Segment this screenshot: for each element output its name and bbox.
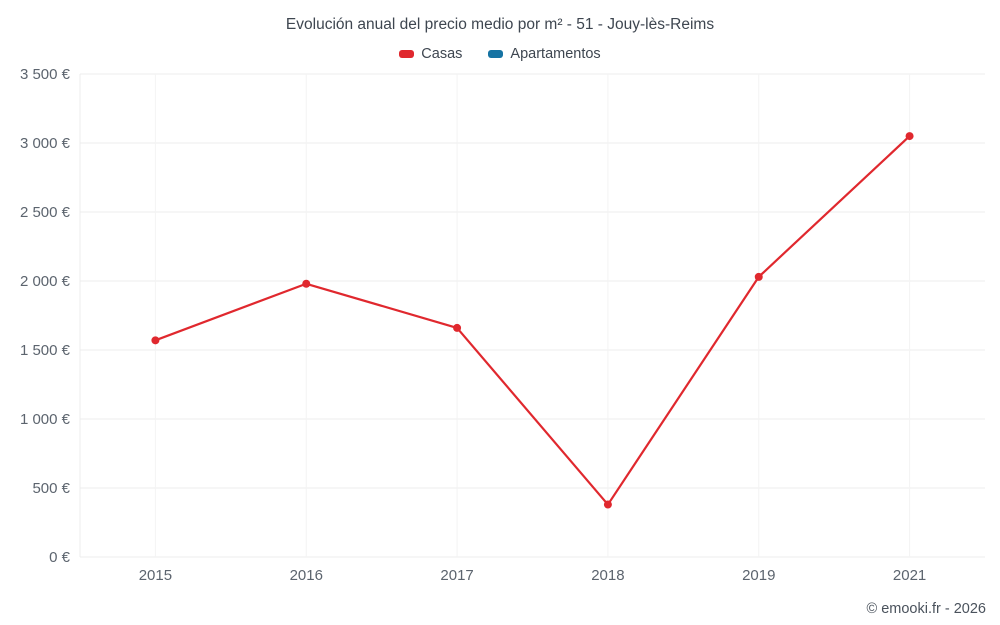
y-axis-tick-label: 3 000 €	[20, 135, 71, 152]
casas-legend-marker-icon	[399, 50, 415, 58]
chart-title: Evolución anual del precio medio por m² …	[285, 16, 715, 33]
y-axis-tick-label: 3 500 €	[20, 66, 71, 83]
x-axis-tick-label: 2019	[742, 567, 775, 584]
legend-item-apartamentos[interactable]: Apartamentos	[488, 46, 601, 62]
x-axis-tick-label: 2021	[893, 567, 926, 584]
data-point-casas-2021	[905, 132, 914, 141]
data-point-casas-2016	[302, 279, 311, 288]
y-axis-tick-label: 500 €	[32, 480, 70, 497]
y-axis-tick-label: 2 500 €	[20, 204, 71, 221]
apartamentos-legend-marker-icon	[488, 50, 504, 58]
chart-footer-credit: © emooki.fr - 2026	[866, 601, 986, 617]
x-axis-tick-label: 2017	[440, 567, 473, 584]
legend-label-casas: Casas	[421, 46, 463, 62]
legend-item-casas[interactable]: Casas	[399, 46, 462, 62]
data-point-casas-2017	[453, 323, 462, 332]
data-point-casas-2019	[754, 272, 763, 281]
y-axis-tick-label: 1 500 €	[20, 342, 71, 359]
y-axis-tick-label: 2 000 €	[20, 273, 71, 290]
series-line-casas	[154, 135, 911, 506]
data-point-casas-2018	[603, 500, 612, 509]
legend-label-apartamentos: Apartamentos	[510, 46, 601, 62]
chart-legend: Casas Apartamentos	[0, 46, 1000, 62]
data-point-casas-2015	[151, 336, 160, 345]
x-axis-tick-label: 2018	[591, 567, 624, 584]
y-axis-tick-label: 0 €	[49, 549, 71, 566]
x-axis-tick-label: 2015	[139, 567, 172, 584]
y-axis-tick-label: 1 000 €	[20, 411, 71, 428]
x-axis-tick-label: 2016	[290, 567, 323, 584]
